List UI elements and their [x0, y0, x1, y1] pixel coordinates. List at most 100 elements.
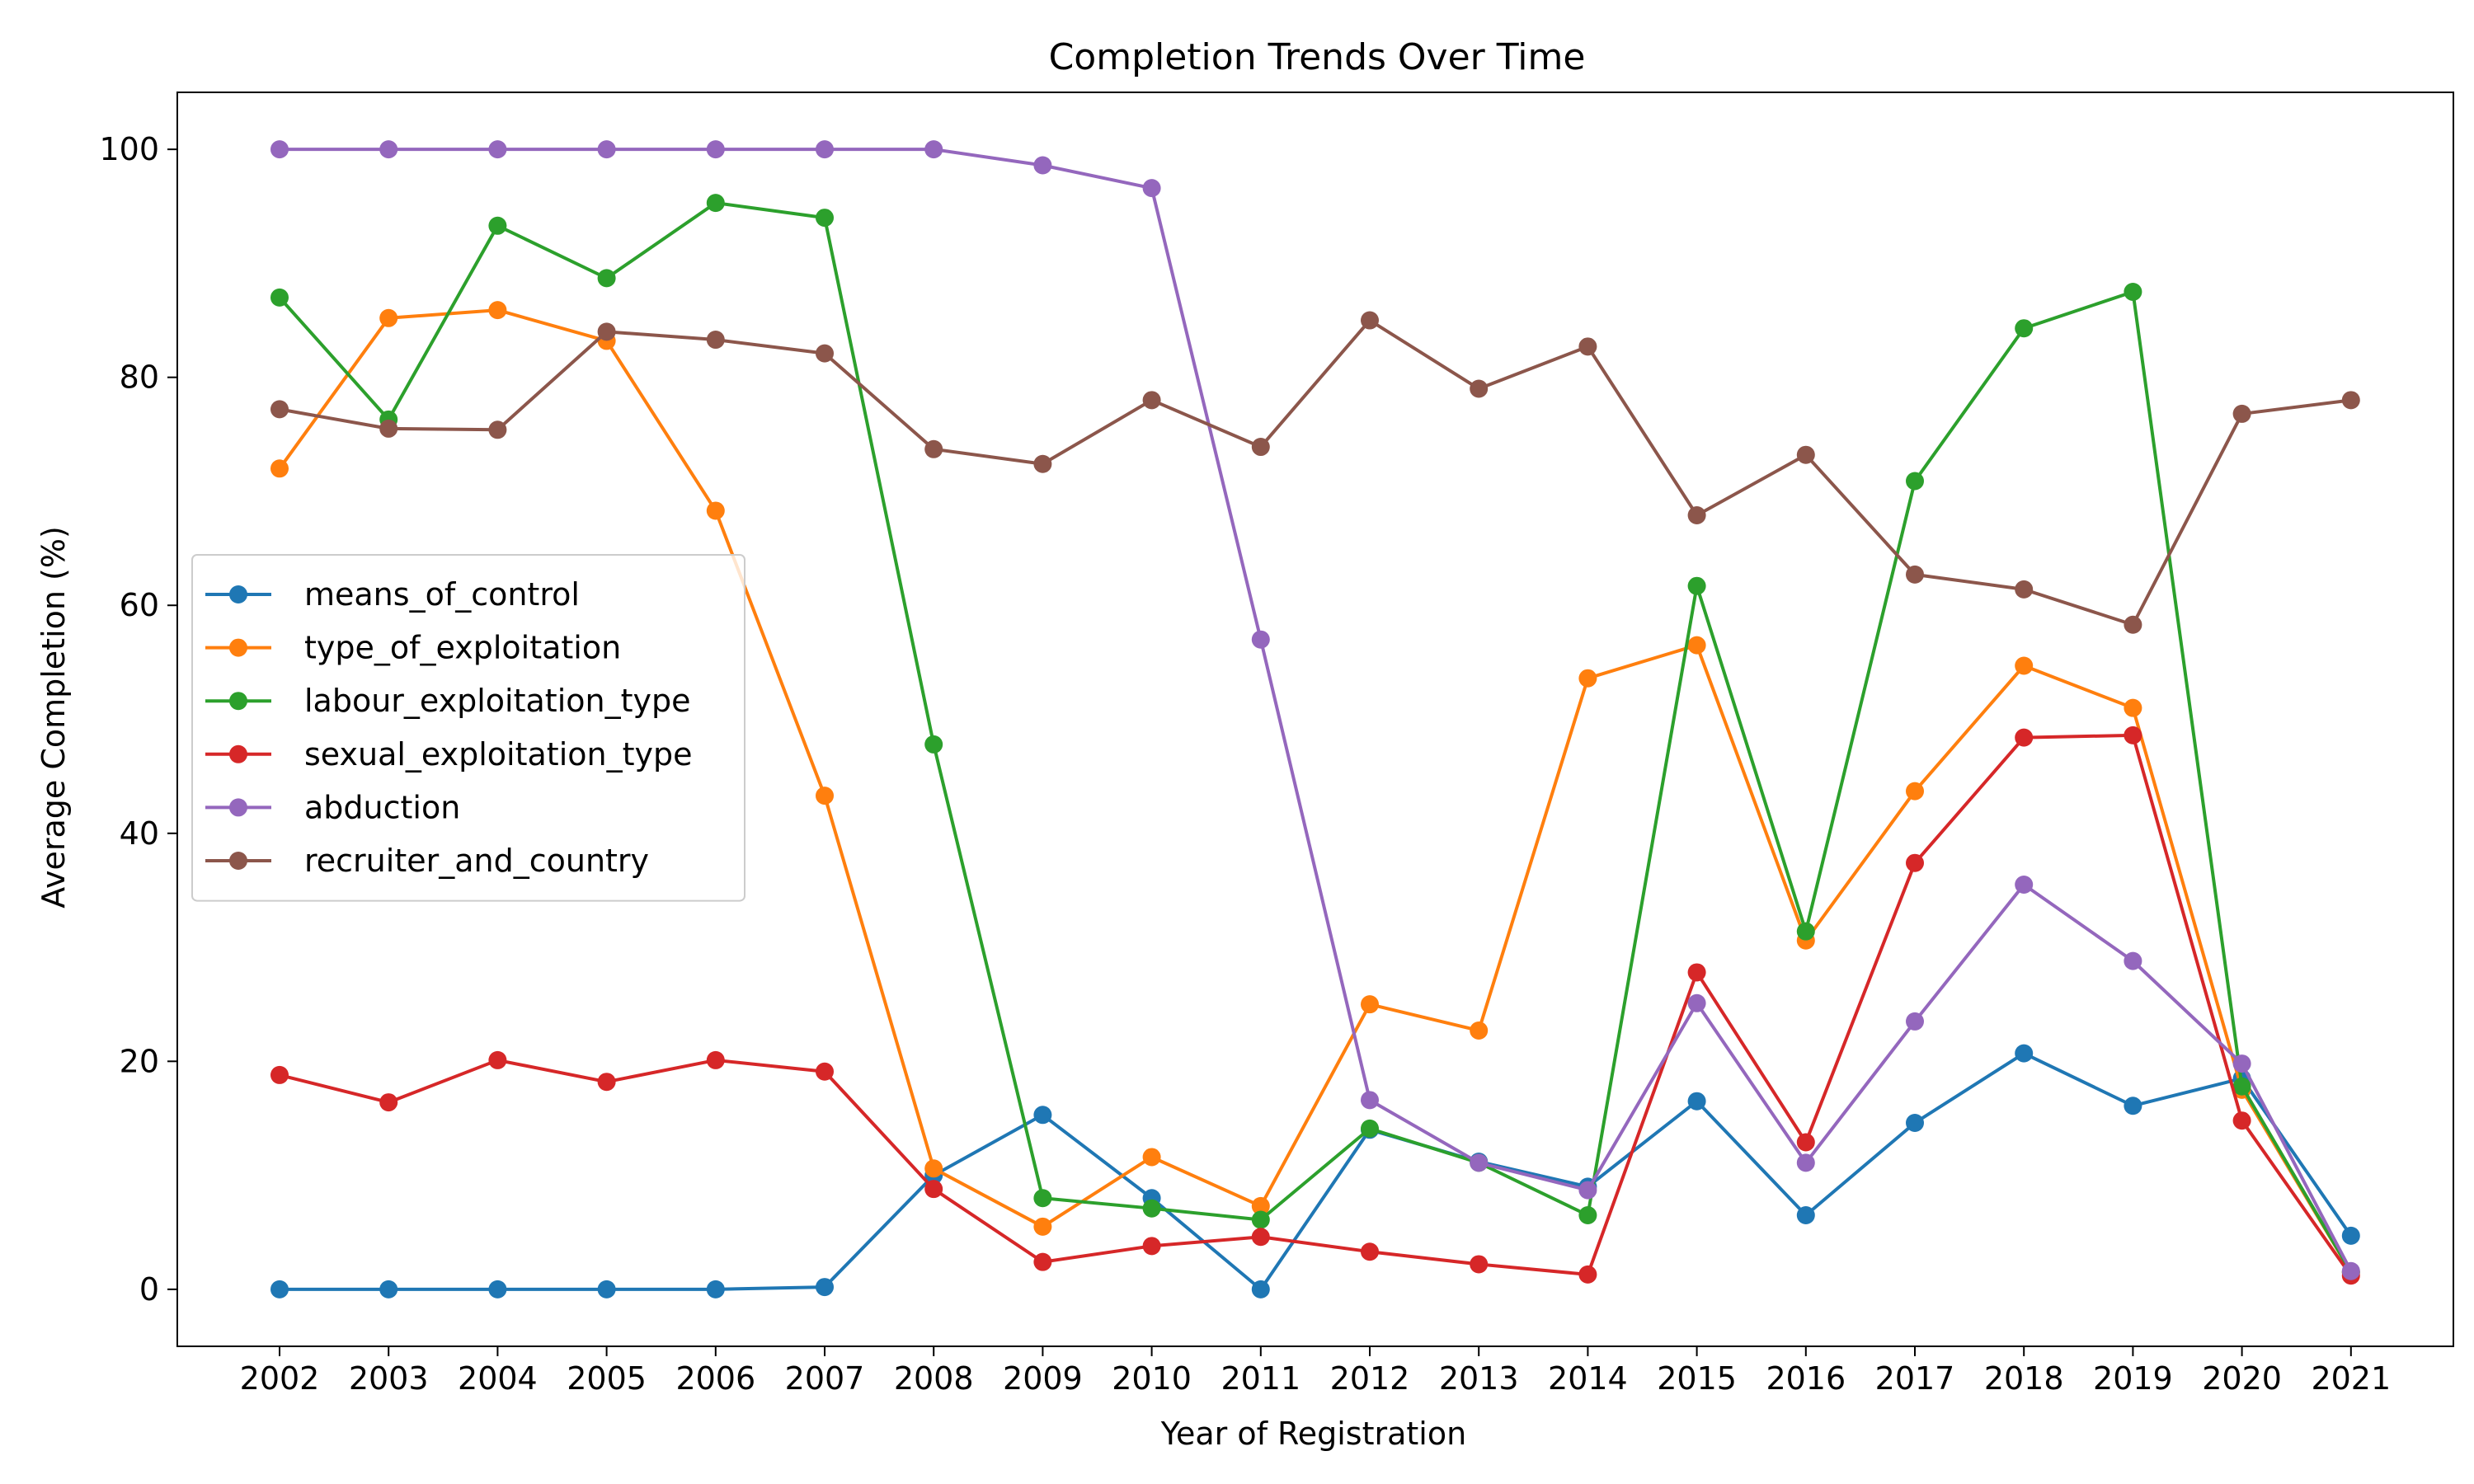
series-line-sexual_exploitation_type [279, 733, 2353, 1277]
x-tick-label: 2003 [349, 1360, 429, 1397]
legend-marker [229, 852, 247, 870]
data-point-sexual_exploitation_type [1251, 1228, 1270, 1247]
data-point-recruiter_and_country [2015, 580, 2034, 599]
x-tick-label: 2002 [240, 1360, 320, 1397]
data-point-recruiter_and_country [1906, 565, 1924, 584]
data-point-type_of_exploitation [1361, 995, 1379, 1014]
data-point-sexual_exploitation_type [2015, 728, 2034, 747]
data-point-abduction [1142, 179, 1161, 198]
data-point-recruiter_and_country [706, 331, 725, 350]
legend-marker [229, 798, 247, 817]
data-point-labour_exploitation_type [597, 269, 616, 288]
data-point-means_of_control [2124, 1097, 2142, 1115]
data-point-recruiter_and_country [924, 439, 943, 458]
data-point-recruiter_and_country [1142, 391, 1161, 410]
data-point-type_of_exploitation [1251, 1196, 1270, 1215]
data-point-means_of_control [1033, 1106, 1052, 1125]
data-point-recruiter_and_country [1033, 454, 1052, 473]
data-point-abduction [706, 140, 725, 159]
data-point-sexual_exploitation_type [924, 1180, 943, 1199]
plot-area [270, 140, 2360, 1298]
data-point-labour_exploitation_type [2124, 282, 2142, 301]
data-point-labour_exploitation_type [1251, 1210, 1270, 1229]
data-point-type_of_exploitation [706, 501, 725, 520]
x-tick-label: 2019 [2093, 1360, 2173, 1397]
data-point-means_of_control [2015, 1044, 2034, 1063]
x-tick-label: 2007 [785, 1360, 865, 1397]
y-tick-label: 60 [120, 587, 159, 623]
data-point-abduction [1796, 1153, 1815, 1172]
data-point-sexual_exploitation_type [1033, 1252, 1052, 1271]
series-line-means_of_control [280, 1051, 2353, 1291]
data-point-recruiter_and_country [597, 322, 616, 341]
axis-ticks: 2002 2003 2004 2005 2006 2007 2008 2009 2010 2011… [99, 131, 2391, 1397]
data-point-type_of_exploitation [1906, 782, 1924, 801]
data-point-sexual_exploitation_type [816, 1062, 834, 1081]
data-point-sexual_exploitation_type [597, 1073, 616, 1092]
data-point-sexual_exploitation_type [1796, 1133, 1815, 1152]
data-point-abduction [2341, 1261, 2360, 1280]
data-point-type_of_exploitation [816, 787, 834, 805]
data-point-type_of_exploitation [488, 301, 507, 320]
legend-label: recruiter_and_country [304, 843, 649, 879]
data-point-abduction [1361, 1091, 1379, 1110]
data-point-sexual_exploitation_type [1687, 963, 1706, 982]
x-tick-label: 2020 [2202, 1360, 2282, 1397]
data-point-type_of_exploitation [2124, 698, 2142, 717]
data-point-recruiter_and_country [2232, 404, 2251, 423]
data-point-labour_exploitation_type [270, 288, 289, 307]
data-point-recruiter_and_country [1578, 337, 1597, 356]
x-tick-label: 2014 [1548, 1360, 1628, 1397]
data-point-abduction [1906, 1012, 1924, 1031]
y-tick-label: 100 [99, 131, 159, 167]
x-tick-label: 2017 [1875, 1360, 1955, 1397]
x-tick-label: 2013 [1439, 1360, 1519, 1397]
plot-frame [176, 92, 2454, 1347]
legend-marker [229, 585, 247, 603]
data-point-type_of_exploitation [1142, 1148, 1161, 1167]
data-point-labour_exploitation_type [2232, 1077, 2251, 1096]
data-point-labour_exploitation_type [1033, 1189, 1052, 1208]
data-point-recruiter_and_country [1251, 438, 1270, 457]
x-tick-label: 2010 [1112, 1360, 1192, 1397]
legend-label: means_of_control [304, 576, 580, 613]
data-point-labour_exploitation_type [2015, 319, 2034, 338]
x-tick-label: 2009 [1003, 1360, 1083, 1397]
y-tick-label: 20 [120, 1043, 159, 1079]
data-point-type_of_exploitation [1578, 669, 1597, 688]
data-point-abduction [816, 140, 834, 159]
series-line-labour_exploitation_type [278, 201, 2353, 1274]
data-point-labour_exploitation_type [1578, 1205, 1597, 1224]
data-point-abduction [2015, 875, 2034, 894]
data-point-labour_exploitation_type [1796, 922, 1815, 941]
data-point-type_of_exploitation [2015, 656, 2034, 675]
legend-marker [229, 692, 247, 711]
data-point-means_of_control [1251, 1280, 1270, 1298]
data-point-means_of_control [270, 1280, 289, 1298]
data-point-abduction [1251, 630, 1270, 649]
x-tick-label: 2008 [894, 1360, 974, 1397]
data-point-recruiter_and_country [488, 420, 507, 439]
data-point-abduction [379, 140, 398, 159]
data-point-recruiter_and_country [270, 400, 289, 419]
data-point-means_of_control [706, 1280, 725, 1298]
legend-label: abduction [304, 789, 460, 825]
y-tick-label: 80 [120, 359, 159, 396]
data-point-recruiter_and_country [379, 419, 398, 438]
data-point-sexual_exploitation_type [488, 1050, 507, 1069]
data-point-recruiter_and_country [1361, 311, 1379, 330]
data-point-labour_exploitation_type [816, 209, 834, 228]
data-point-sexual_exploitation_type [379, 1093, 398, 1112]
legend: means_of_control type_of_exploitationlabo… [191, 554, 745, 902]
data-point-abduction [1033, 156, 1052, 175]
x-tick-label: 2016 [1766, 1360, 1846, 1397]
data-point-labour_exploitation_type [924, 735, 943, 754]
data-point-sexual_exploitation_type [1142, 1237, 1161, 1256]
legend-label: sexual_exploitation_type [304, 736, 692, 773]
data-point-labour_exploitation_type [488, 216, 507, 235]
data-point-means_of_control [1796, 1205, 1815, 1224]
data-point-means_of_control [379, 1280, 398, 1298]
data-point-sexual_exploitation_type [1361, 1242, 1379, 1261]
data-point-means_of_control [597, 1280, 616, 1298]
y-axis-label: Average Completion (%) [35, 526, 72, 909]
